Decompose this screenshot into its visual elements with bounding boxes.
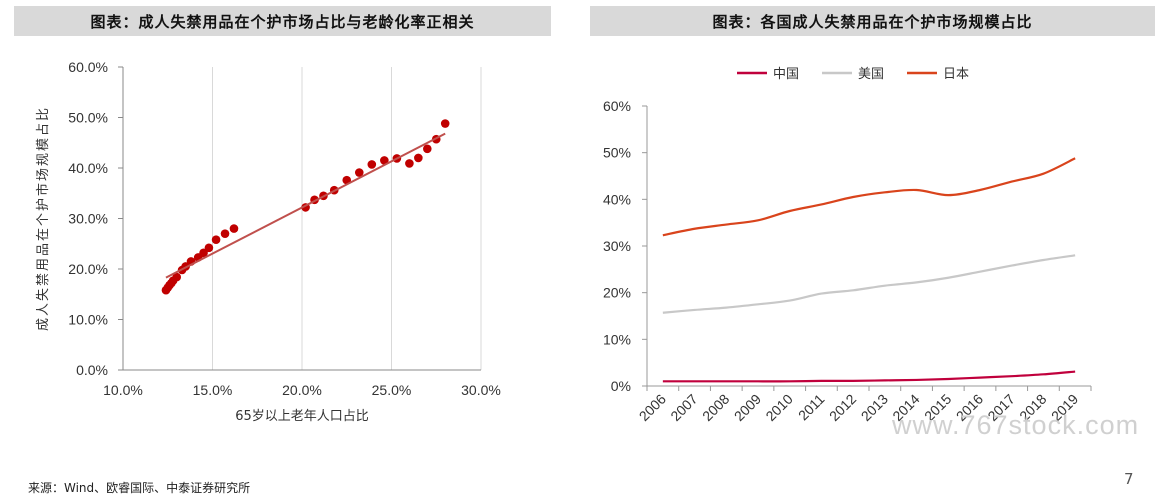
line-x-tick-label: 2008 (699, 391, 732, 424)
legend-label-2: 日本 (943, 67, 969, 82)
scatter-point (367, 160, 377, 169)
line-y-tick-label: 30% (603, 238, 631, 254)
scatter-x-tick-label: 25.0% (372, 382, 412, 398)
legend-label-0: 中国 (773, 67, 799, 82)
line-x-tick-label: 2010 (762, 391, 795, 424)
source-note: 来源：Wind、欧睿国际、中泰证券研究所 (28, 481, 251, 495)
scatter-y-tick-label: 0.0% (76, 362, 108, 378)
scatter-x-tick-label: 10.0% (103, 382, 143, 398)
page-number: 7 (1124, 470, 1134, 488)
scatter-point (440, 119, 450, 128)
scatter-point (380, 156, 389, 165)
line-y-tick-label: 40% (603, 191, 631, 207)
line-x-tick-label: 2012 (826, 391, 859, 424)
scatter-y-tick-label: 40.0% (68, 160, 108, 176)
series-line-2 (662, 157, 1076, 237)
scatter-y-tick-label: 50.0% (68, 110, 108, 126)
scatter-point (405, 159, 414, 168)
line-x-tick-label: 2006 (636, 391, 669, 424)
legend-label-1: 美国 (858, 67, 884, 82)
scatter-point (220, 229, 230, 238)
scatter-point (211, 235, 221, 245)
line-y-tick-label: 60% (603, 98, 631, 114)
scatter-point (229, 224, 239, 233)
scatter-x-tick-label: 30.0% (461, 382, 501, 398)
series-line-1 (662, 254, 1076, 314)
right-chart-title: 图表：各国成人失禁用品在个护市场规模占比 (590, 6, 1155, 36)
scatter-y-tick-label: 10.0% (68, 312, 108, 328)
scatter-y-tick-label: 60.0% (68, 59, 108, 75)
scatter-point (423, 144, 432, 154)
scatter-trendline (165, 132, 446, 279)
line-x-tick-label: 2009 (731, 391, 764, 424)
line-y-tick-label: 10% (603, 331, 631, 347)
line-x-tick-label: 2007 (667, 391, 700, 424)
line-y-tick-label: 0% (611, 378, 631, 394)
line-y-tick-label: 20% (603, 285, 631, 301)
line-x-tick-label: 2011 (795, 391, 828, 424)
scatter-point (354, 168, 364, 177)
series-line-0 (662, 370, 1076, 383)
scatter-point (172, 272, 181, 282)
scatter-x-tick-label: 15.0% (193, 382, 233, 398)
scatter-point (204, 243, 214, 253)
scatter-point (199, 248, 208, 258)
line-y-tick-label: 50% (603, 145, 631, 161)
scatter-x-axis-label: 65岁以上老年人口占比 (235, 409, 369, 424)
scatter-x-tick-label: 20.0% (282, 382, 322, 398)
line-x-tick-label: 2013 (858, 391, 891, 424)
watermark: www.767stock.com (892, 410, 1140, 440)
scatter-y-axis-label: 成人失禁用品在个护市场规模占比 (35, 106, 51, 331)
scatter-y-tick-label: 30.0% (68, 211, 108, 227)
left-chart-title: 图表：成人失禁用品在个护市场占比与老龄化率正相关 (14, 6, 551, 36)
scatter-y-tick-label: 20.0% (68, 261, 108, 277)
scatter-point (414, 153, 423, 163)
